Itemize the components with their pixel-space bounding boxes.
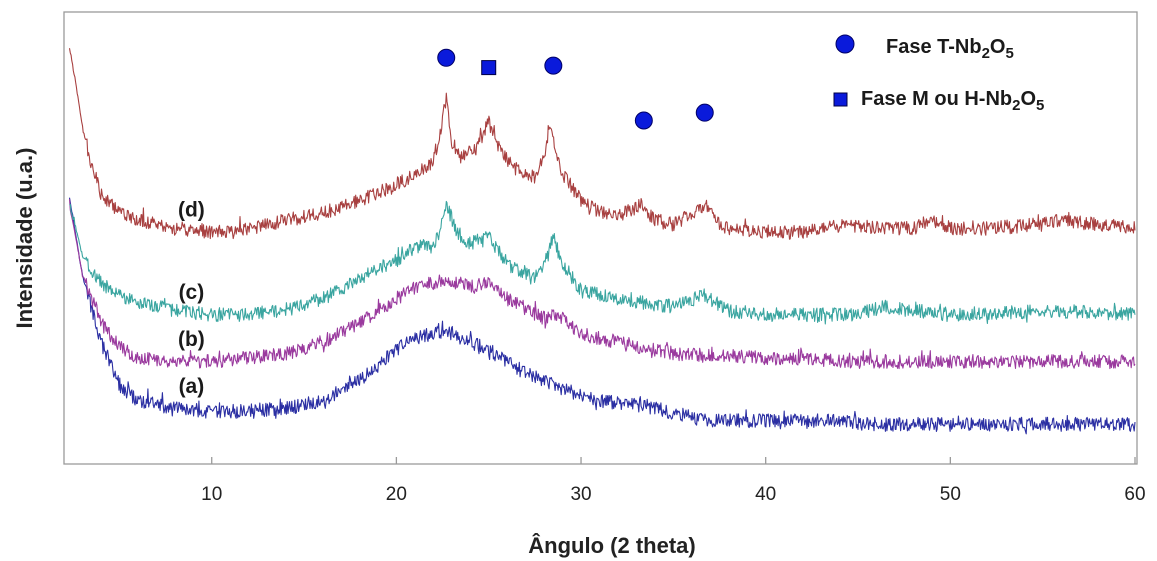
plot-frame bbox=[63, 11, 1138, 465]
legend: Fase T-Nb2O5 Fase M ou H-Nb2O5 bbox=[833, 34, 1044, 114]
legend-label-t-phase: Fase T-Nb2O5 bbox=[886, 36, 1014, 62]
peak-marker-square-1 bbox=[481, 60, 497, 76]
peak-marker-circle-4 bbox=[695, 103, 714, 122]
legend-entry-t-phase: Fase T-Nb2O5 bbox=[835, 34, 1014, 62]
x-axis: 10 20 30 40 50 60 bbox=[201, 457, 1146, 505]
legend-label-m-h-phase: Fase M ou H-Nb2O5 bbox=[861, 88, 1044, 114]
peak-marker-circle-2 bbox=[544, 56, 563, 75]
curve-label-d: (d) bbox=[178, 199, 205, 222]
series-layer bbox=[68, 48, 1136, 435]
series-line-b bbox=[68, 199, 1136, 370]
peak-marker-circle-0 bbox=[437, 48, 456, 67]
peak-marker-circle-3 bbox=[634, 111, 653, 130]
series-line-a bbox=[68, 197, 1136, 435]
x-tick-label-50: 50 bbox=[940, 484, 961, 505]
legend-entry-m-h-phase: Fase M ou H-Nb2O5 bbox=[833, 88, 1044, 114]
y-axis-title: Intensidade (u.a.) bbox=[12, 148, 37, 329]
curve-label-b: (b) bbox=[178, 328, 205, 351]
series-line-d bbox=[68, 48, 1136, 240]
x-axis-title: Ângulo (2 theta) bbox=[528, 533, 695, 558]
curve-label-a: (a) bbox=[179, 375, 205, 398]
legend-circle-marker bbox=[835, 34, 855, 54]
phase-markers bbox=[437, 48, 714, 130]
x-tick-label-10: 10 bbox=[201, 484, 222, 505]
x-tick-label-20: 20 bbox=[386, 484, 407, 505]
legend-square-marker bbox=[833, 92, 848, 107]
x-tick-label-60: 60 bbox=[1124, 484, 1145, 505]
x-tick-label-40: 40 bbox=[755, 484, 776, 505]
curve-labels: (d) (c) (b) (a) bbox=[178, 199, 205, 398]
curve-label-c: (c) bbox=[179, 281, 205, 304]
x-tick-label-30: 30 bbox=[570, 484, 591, 505]
series-line-c bbox=[69, 200, 1136, 325]
